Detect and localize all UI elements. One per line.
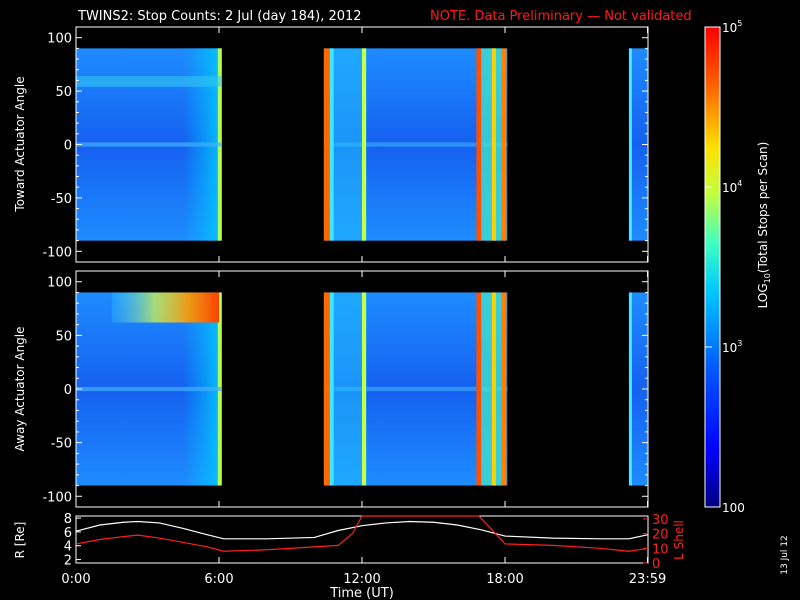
date-stamp: 13 Jul 12 bbox=[780, 535, 790, 575]
panel-away: 100 50 0 -50 -100 Away Actuator Angle bbox=[13, 270, 649, 508]
heatmap-cyan-column bbox=[329, 292, 334, 486]
colorbar-tick-label: 100 bbox=[722, 501, 745, 515]
y-tick-label: -100 bbox=[42, 490, 72, 505]
y-tick-label: 100 bbox=[47, 276, 72, 291]
lshell-tick-label: 30 bbox=[652, 513, 669, 528]
heatmap-hot-column bbox=[323, 48, 330, 241]
away-y-label: Away Actuator Angle bbox=[13, 326, 27, 451]
r-tick-label: 8 bbox=[64, 512, 72, 527]
heatmap-zero-band bbox=[76, 386, 222, 392]
heatmap-segment bbox=[628, 48, 648, 241]
y-tick-label: 50 bbox=[55, 329, 72, 344]
heatmap-hot-column bbox=[323, 292, 330, 486]
heatmap-mid-band bbox=[333, 292, 367, 486]
toward-y-axis: 100 50 0 -50 -100 bbox=[42, 27, 649, 262]
colorbar-tick-label: 105 bbox=[722, 19, 742, 35]
heatmap-bright-stripe bbox=[362, 292, 366, 486]
away-heatmap bbox=[76, 292, 648, 486]
colorbar-label-log: LOG bbox=[756, 283, 770, 308]
colorbar-label-sub: 10 bbox=[763, 273, 772, 283]
time-tick-label: 6:00 bbox=[204, 572, 233, 587]
time-tick-label: 18:00 bbox=[486, 572, 523, 587]
lshell-axis-label: L Shell bbox=[672, 520, 686, 560]
colorbar-tick-exp: 4 bbox=[737, 179, 742, 188]
time-axis: 0:00 6:00 12:00 18:00 23:59 bbox=[61, 557, 666, 587]
time-tick-label: 0:00 bbox=[61, 572, 90, 587]
time-tick-label: 23:59 bbox=[629, 572, 666, 587]
chart-title: TWINS2: Stop Counts: 2 Jul (day 184), 20… bbox=[77, 9, 362, 24]
preliminary-note: NOTE. Data Preliminary — Not validated bbox=[430, 9, 692, 24]
heatmap-cyan-column bbox=[628, 48, 632, 241]
toward-heatmap bbox=[76, 48, 648, 241]
lshell-tick-label: 0 bbox=[652, 557, 660, 572]
heatmap-hot-column bbox=[476, 292, 482, 486]
r-axis-label: R [Re] bbox=[13, 522, 27, 559]
lshell-tick-label: 20 bbox=[652, 528, 669, 543]
heatmap-60-band bbox=[76, 76, 222, 87]
y-tick-label: 0 bbox=[64, 139, 72, 154]
r-tick-label: 2 bbox=[64, 554, 72, 569]
colorbar-tick-base: 100 bbox=[722, 501, 745, 515]
y-tick-label: -50 bbox=[51, 192, 72, 207]
heatmap-zero-band bbox=[323, 386, 508, 392]
lshell-tick-label: 10 bbox=[652, 542, 669, 557]
colorbar-tick-base: 10 bbox=[722, 181, 737, 195]
heatmap-zero-band bbox=[323, 142, 508, 147]
heatmap-cyan-column bbox=[628, 292, 632, 486]
panel-toward: 100 50 0 -50 -100 Toward Actuator Angle bbox=[13, 26, 649, 263]
heatmap-mid-band bbox=[333, 48, 367, 241]
away-y-axis: 100 50 0 -50 -100 bbox=[42, 271, 649, 507]
colorbar-label-rest: (Total Stops per Scan) bbox=[756, 142, 770, 273]
heatmap-hot-column bbox=[491, 292, 496, 486]
heatmap-cyan-column bbox=[329, 48, 334, 241]
heatmap-bright-stripe bbox=[362, 48, 366, 241]
colorbar-tick-exp: 3 bbox=[737, 339, 742, 348]
heatmap-hot-column bbox=[501, 48, 507, 241]
y-tick-label: 100 bbox=[47, 32, 72, 47]
colorbar-tick-label: 104 bbox=[722, 179, 742, 195]
time-tick-label: 12:00 bbox=[343, 572, 380, 587]
heatmap-hot-column bbox=[501, 292, 507, 486]
colorbar-tick-base: 10 bbox=[722, 21, 737, 35]
r-tick-label: 6 bbox=[64, 526, 72, 541]
colorbar-tick-exp: 5 bbox=[737, 19, 742, 28]
colorbar-label: LOG10(Total Stops per Scan) bbox=[756, 142, 772, 309]
heatmap-hot-column bbox=[476, 48, 482, 241]
colorbar-scale bbox=[704, 26, 721, 508]
r-tick-label: 4 bbox=[64, 540, 72, 555]
heatmap-mixed-band bbox=[481, 292, 503, 486]
r-series-line bbox=[75, 520, 649, 540]
y-tick-label: -50 bbox=[51, 437, 72, 452]
colorbar-tick-label: 103 bbox=[722, 339, 742, 355]
toward-y-label: Toward Actuator Angle bbox=[13, 76, 27, 212]
heatmap-hot-band bbox=[111, 292, 219, 323]
y-tick-label: 0 bbox=[64, 383, 72, 398]
ephemeris-lines bbox=[75, 515, 649, 552]
heatmap-segment bbox=[628, 292, 648, 486]
lshell-series-line bbox=[75, 515, 649, 552]
heatmap-zero-band bbox=[76, 142, 222, 147]
y-tick-label: -100 bbox=[42, 245, 72, 260]
heatmap-mixed-band bbox=[481, 48, 503, 241]
heatmap-hot-column bbox=[491, 48, 496, 241]
colorbar-tick-base: 10 bbox=[722, 341, 737, 355]
y-tick-label: 50 bbox=[55, 85, 72, 100]
x-axis-label: Time (UT) bbox=[329, 586, 394, 600]
